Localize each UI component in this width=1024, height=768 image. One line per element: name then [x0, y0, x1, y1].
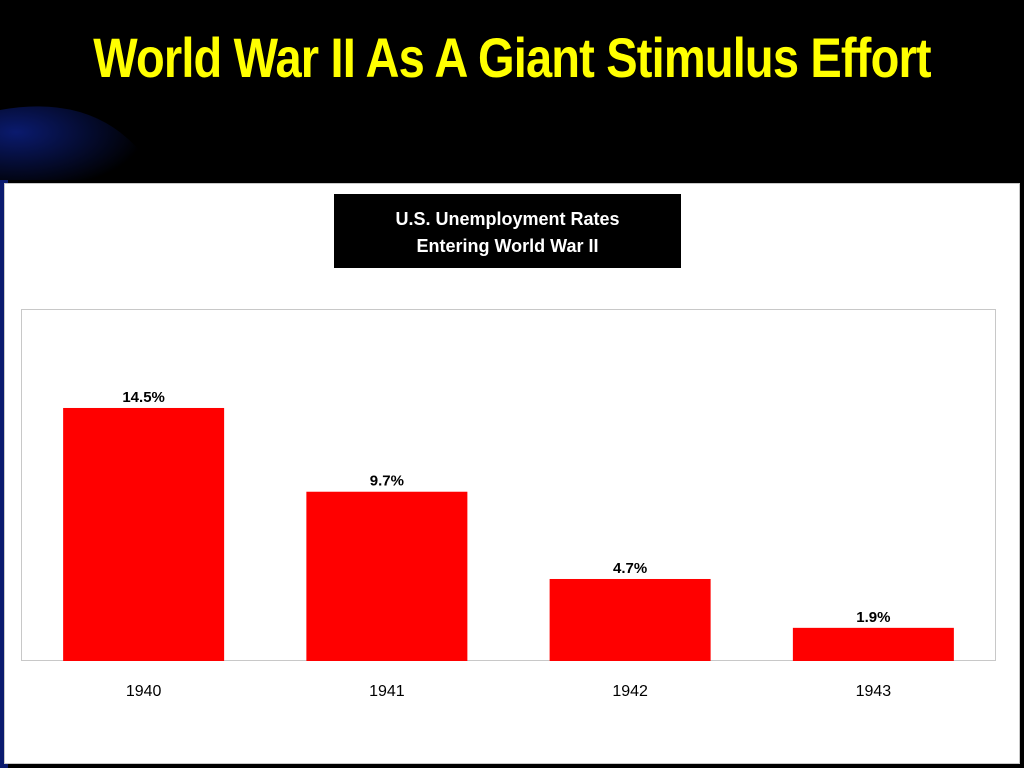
bar-1943: [792, 627, 954, 661]
x-tick-1943: 1943: [856, 683, 892, 700]
x-tick-1940: 1940: [126, 683, 162, 700]
x-tick-1941: 1941: [369, 683, 405, 700]
data-label-1942: 4.7%: [613, 560, 647, 577]
data-label-1941: 9.7%: [370, 473, 404, 490]
x-tick-1942: 1942: [612, 683, 648, 700]
slide-title: World War II As A Giant Stimulus Effort: [93, 26, 931, 89]
bar-1941: [306, 491, 468, 661]
data-label-1940: 14.5%: [122, 389, 165, 406]
bar-1940: [63, 407, 225, 661]
chart-title: U.S. Unemployment Rates: [395, 209, 620, 229]
data-label-1943: 1.9%: [856, 609, 890, 626]
chart-title-box: U.S. Unemployment Rates Entering World W…: [334, 194, 681, 268]
bar-1942: [549, 578, 711, 661]
chart-subtitle: Entering World War II: [416, 236, 599, 256]
